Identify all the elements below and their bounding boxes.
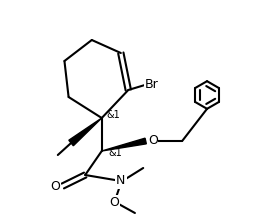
Text: O: O (148, 134, 158, 147)
Text: O: O (109, 196, 119, 209)
Polygon shape (102, 138, 146, 151)
Text: &1: &1 (106, 110, 120, 120)
Polygon shape (69, 118, 102, 146)
Text: N: N (116, 175, 126, 188)
Text: Br: Br (145, 78, 159, 91)
Text: O: O (51, 180, 61, 192)
Text: &1: &1 (108, 148, 122, 158)
